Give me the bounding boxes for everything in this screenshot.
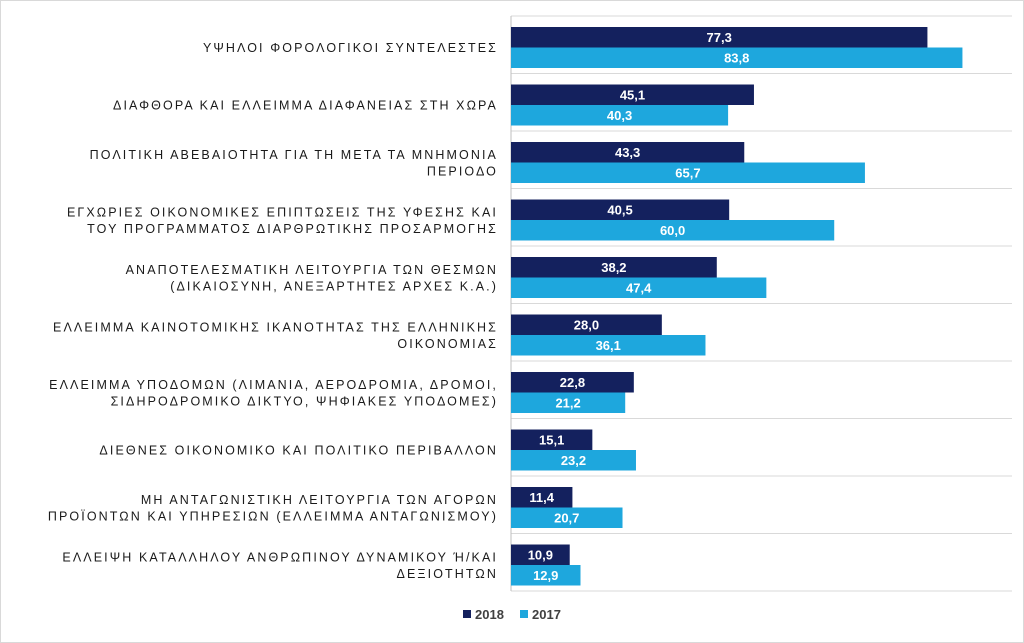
category-label-line: ΤΟΥ ΠΡΟΓΡΑΜΜΑΤΟΣ ΔΙΑΡΘΡΩΤΙΚΗΣ ΠΡΟΣΑΡΜΟΓΗ…	[87, 222, 498, 236]
data-label-2017-6: 36,1	[596, 338, 621, 353]
category-label-6: ΕΛΛΕΙΜΜΑ ΚΑΙΝΟΤΟΜΙΚΗΣ ΙΚΑΝΟΤΗΤΑΣ ΤΗΣ ΕΛΛ…	[53, 320, 498, 351]
category-label-8: ΔΙΕΘΝΕΣ ΟΙΚΟΝΟΜΙΚΟ ΚΑΙ ΠΟΛΙΤΙΚΟ ΠΕΡΙΒΑΛΛ…	[99, 444, 498, 458]
data-label-2018-8: 15,1	[539, 432, 564, 447]
data-label-2018-4: 40,5	[607, 202, 632, 217]
data-label-2018-6: 28,0	[574, 317, 599, 332]
category-label-10: ΕΛΛΕΙΨΗ ΚΑΤΑΛΛΗΛΟΥ ΑΝΘΡΩΠΙΝΟΥ ΔΥΝΑΜΙΚΟΥ …	[62, 550, 498, 581]
bar-2018-10	[511, 544, 570, 565]
category-label-3: ΠΟΛΙΤΙΚΗ ΑΒΕΒΑΙΟΤΗΤΑ ΓΙΑ ΤΗ ΜΕΤΑ ΤΑ ΜΝΗΜ…	[90, 148, 498, 179]
category-labels: ΥΨΗΛΟΙ ΦΟΡΟΛΟΓΙΚΟΙ ΣΥΝΤΕΛΕΣΤΕΣ ΔΙΑΦΘΟΡΑ Κ…	[48, 41, 498, 581]
category-label-line: ΠΕΡΙΟΔΟ	[427, 164, 498, 178]
data-label-2018-10: 10,9	[528, 547, 553, 562]
category-label-7: ΕΛΛΕΙΜΜΑ ΥΠΟΔΟΜΩΝ (ΛΙΜΑΝΙΑ, ΑΕΡΟΔΡΟΜΙΑ, …	[49, 378, 498, 409]
bar-2018-2	[511, 84, 754, 105]
category-label-line: ΔΕΞΙΟΤΗΤΩΝ	[397, 567, 498, 581]
category-label-9: ΜΗ ΑΝΤΑΓΩΝΙΣΤΙΚΗ ΛΕΙΤΟΥΡΓΙΑ ΤΩΝ ΑΓΟΡΩΝ ΠΡ…	[48, 493, 498, 524]
bar-2018-4	[511, 199, 730, 220]
category-label-line: ΕΛΛΕΙΜΜΑ ΥΠΟΔΟΜΩΝ (ΛΙΜΑΝΙΑ, ΑΕΡΟΔΡΟΜΙΑ, …	[49, 378, 498, 392]
bar-2018-7	[511, 372, 634, 393]
category-label-line: ΕΓΧΩΡΙΕΣ ΟΙΚΟΝΟΜΙΚΕΣ ΕΠΙΠΤΩΣΕΙΣ ΤΗΣ ΥΦΕΣ…	[67, 205, 498, 219]
category-label-line: (ΔΙΚΑΙΟΣΥΝΗ, ΑΝΕΞΑΡΤΗΤΕΣ ΑΡΧΕΣ Κ.Α.)	[170, 279, 498, 293]
data-label-2017-9: 20,7	[554, 510, 579, 525]
data-label-2017-1: 83,8	[724, 50, 749, 65]
category-label-line: ΑΝΑΠΟΤΕΛΕΣΜΑΤΙΚΗ ΛΕΙΤΟΥΡΓΙΑ ΤΩΝ ΘΕΣΜΩΝ	[126, 263, 498, 277]
data-label-2017-8: 23,2	[561, 453, 586, 468]
category-label-line: ΠΡΟΪΟΝΤΩΝ ΚΑΙ ΥΠΗΡΕΣΙΩΝ (ΕΛΛΕΙΜΜΑ ΑΝΤΑΓΩ…	[48, 509, 498, 523]
bar-2017-5	[511, 277, 767, 298]
bar-2017-1	[511, 47, 963, 68]
bar-2018-9	[511, 487, 573, 508]
category-label-line: ΥΨΗΛΟΙ ΦΟΡΟΛΟΓΙΚΟΙ ΣΥΝΤΕΛΕΣΤΕΣ	[203, 41, 498, 55]
data-label-2018-5: 38,2	[601, 260, 626, 275]
category-label-line: ΔΙΑΦΘΟΡΑ ΚΑΙ ΕΛΛΕΙΜΜΑ ΔΙΑΦΑΝΕΙΑΣ ΣΤΗ ΧΩΡ…	[113, 99, 498, 113]
data-label-2017-3: 65,7	[675, 165, 700, 180]
category-label-4: ΕΓΧΩΡΙΕΣ ΟΙΚΟΝΟΜΙΚΕΣ ΕΠΙΠΤΩΣΕΙΣ ΤΗΣ ΥΦΕΣ…	[67, 205, 498, 236]
bar-2017-7	[511, 392, 626, 413]
category-label-line: ΟΙΚΟΝΟΜΙΑΣ	[397, 337, 498, 351]
bar-2017-2	[511, 105, 729, 126]
legend-label-2017: 2017	[532, 607, 561, 622]
legend-item-2018: 2018	[463, 607, 504, 622]
legend: 2018 2017	[463, 607, 561, 622]
category-label-2: ΔΙΑΦΘΟΡΑ ΚΑΙ ΕΛΛΕΙΜΜΑ ΔΙΑΦΑΝΕΙΑΣ ΣΤΗ ΧΩΡ…	[113, 99, 498, 113]
data-label-2017-4: 60,0	[660, 223, 685, 238]
category-label-line: ΜΗ ΑΝΤΑΓΩΝΙΣΤΙΚΗ ΛΕΙΤΟΥΡΓΙΑ ΤΩΝ ΑΓΟΡΩΝ	[141, 493, 498, 507]
legend-swatch-2018	[463, 610, 471, 618]
data-label-2018-2: 45,1	[620, 87, 645, 102]
category-label-line: ΣΙΔΗΡΟΔΡΟΜΙΚΟ ΔΙΚΤΥΟ, ΨΗΦΙΑΚΕΣ ΥΠΟΔΟΜΕΣ)	[111, 394, 498, 408]
bar-2018-5	[511, 257, 717, 278]
category-label-line: ΔΙΕΘΝΕΣ ΟΙΚΟΝΟΜΙΚΟ ΚΑΙ ΠΟΛΙΤΙΚΟ ΠΕΡΙΒΑΛΛ…	[99, 444, 498, 458]
data-label-2017-7: 21,2	[555, 395, 580, 410]
bars-layer: 77,3 45,1 43,3 40,5 38,2 28,0 22,8 15,1 11,4 10,9…	[511, 27, 963, 586]
legend-label-2018: 2018	[475, 607, 504, 622]
category-label-1: ΥΨΗΛΟΙ ΦΟΡΟΛΟΓΙΚΟΙ ΣΥΝΤΕΛΕΣΤΕΣ	[203, 41, 498, 55]
category-label-line: ΠΟΛΙΤΙΚΗ ΑΒΕΒΑΙΟΤΗΤΑ ΓΙΑ ΤΗ ΜΕΤΑ ΤΑ ΜΝΗΜ…	[90, 148, 498, 162]
bar-2018-3	[511, 142, 745, 163]
category-label-line: ΕΛΛΕΙΜΜΑ ΚΑΙΝΟΤΟΜΙΚΗΣ ΙΚΑΝΟΤΗΤΑΣ ΤΗΣ ΕΛΛ…	[53, 320, 498, 334]
category-label-5: ΑΝΑΠΟΤΕΛΕΣΜΑΤΙΚΗ ΛΕΙΤΟΥΡΓΙΑ ΤΩΝ ΘΕΣΜΩΝ (Δ…	[126, 263, 498, 294]
bar-2017-8	[511, 450, 636, 471]
data-label-2018-3: 43,3	[615, 145, 640, 160]
data-label-2018-1: 77,3	[707, 30, 732, 45]
bar-2017-10	[511, 565, 581, 586]
data-label-2018-9: 11,4	[529, 490, 554, 505]
legend-item-2017: 2017	[520, 607, 561, 622]
data-label-2017-10: 12,9	[533, 568, 558, 583]
data-label-2017-5: 47,4	[626, 280, 652, 295]
bar-2018-6	[511, 314, 662, 335]
bar-2018-1	[511, 27, 928, 48]
bar-2017-6	[511, 335, 706, 356]
bar-2017-3	[511, 162, 865, 183]
legend-swatch-2017	[520, 610, 528, 618]
bar-2017-4	[511, 220, 835, 241]
data-label-2018-7: 22,8	[560, 375, 585, 390]
bar-2017-9	[511, 507, 623, 528]
bar-2018-8	[511, 429, 593, 450]
category-label-line: ΕΛΛΕΙΨΗ ΚΑΤΑΛΛΗΛΟΥ ΑΝΘΡΩΠΙΝΟΥ ΔΥΝΑΜΙΚΟΥ …	[62, 550, 498, 564]
data-label-2017-2: 40,3	[607, 108, 632, 123]
